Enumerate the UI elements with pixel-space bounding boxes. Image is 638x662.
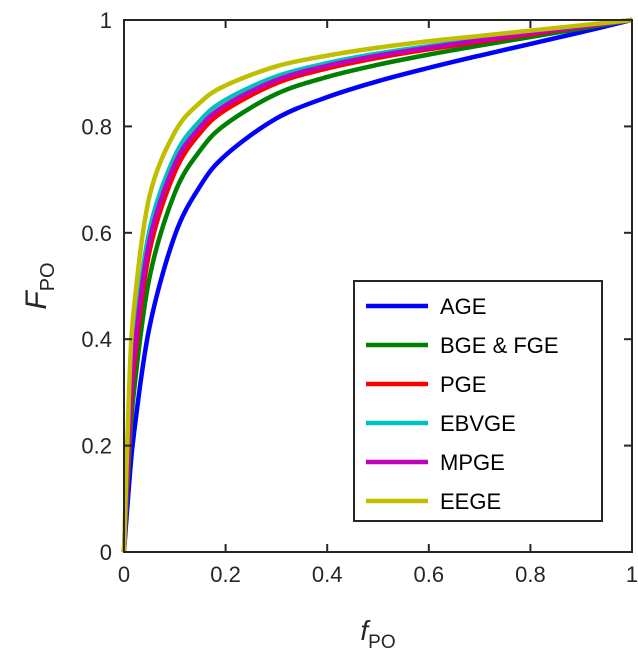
x-axis-label-main: f [360,615,371,646]
y-axis-label-main: F [20,290,53,310]
legend-label-0: AGE [440,294,486,319]
series-line-4 [121,17,633,553]
x-tick-label: 1 [626,562,638,587]
y-tick-label: 0.2 [81,434,112,459]
y-axis-label-sub: PO [37,262,59,291]
x-tick-label: 0.8 [515,562,546,587]
legend-label-5: EEGE [440,489,501,514]
x-tick-label: 0.4 [312,562,343,587]
y-tick-label: 0.4 [81,327,112,352]
y-tick-label: 0 [100,540,112,565]
x-tick-label: 0.2 [210,562,241,587]
x-axis-label: fPO [360,615,395,653]
legend-label-4: MPGE [440,450,505,475]
y-tick-label: 0.8 [81,114,112,139]
series-line-1 [121,17,633,553]
plot-frame [123,19,633,553]
x-axis-label-sub: PO [368,632,395,653]
x-tick-label: 0 [118,562,130,587]
legend: AGE BGE & FGE PGE EBVGE MPGE EEGE [353,280,603,522]
legend-label-1: BGE & FGE [440,333,559,358]
legend-label-2: PGE [440,372,486,397]
legend-label-3: EBVGE [440,411,516,436]
x-tick-label: 0.6 [414,562,445,587]
y-tick-label: 1 [100,8,112,33]
legend-box [353,280,603,522]
x-axis: 0 0.2 0.4 0.6 0.8 1 [118,20,638,587]
y-axis: 0 0.2 0.4 0.6 0.8 1 [81,8,632,565]
y-tick-label: 0.6 [81,221,112,246]
series-line-0 [121,17,633,553]
series-lines [121,17,633,553]
series-line-5 [121,17,633,553]
y-axis-label: FPO [20,262,59,309]
